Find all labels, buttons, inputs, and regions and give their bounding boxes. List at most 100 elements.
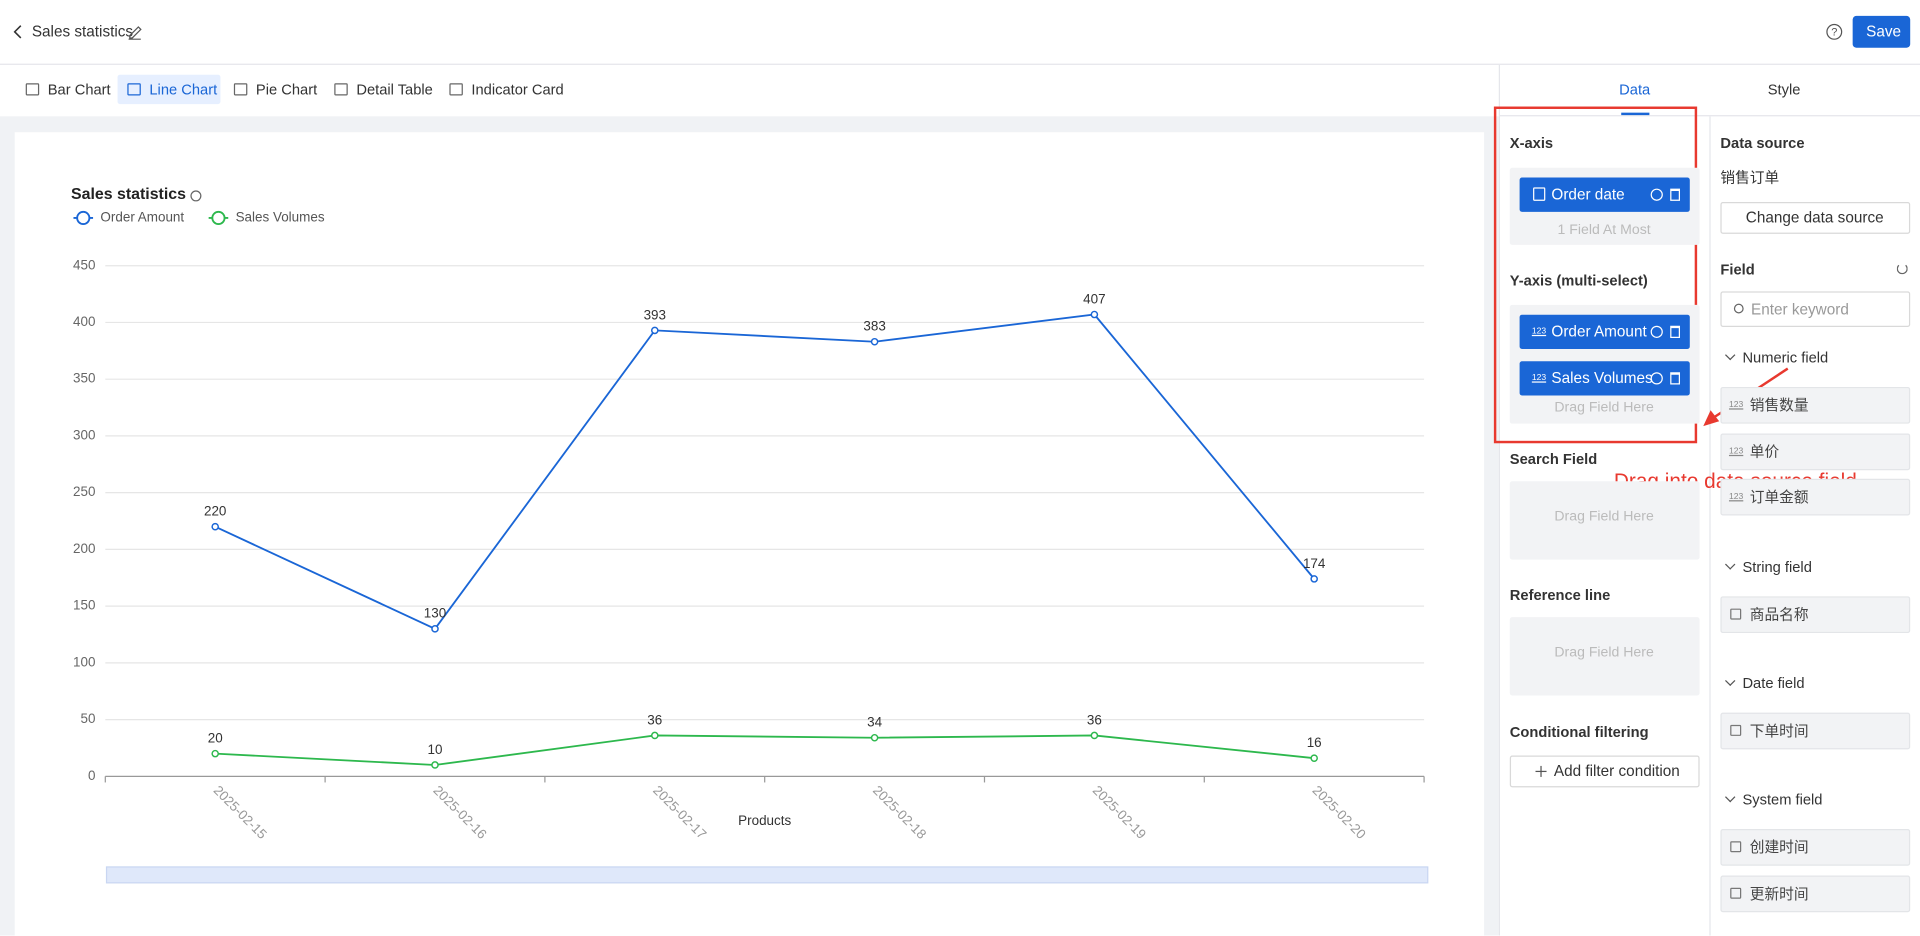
data-point	[651, 731, 659, 740]
panel-tab-border	[1500, 115, 1920, 117]
svg-text:?: ?	[1831, 26, 1837, 38]
field-item[interactable]	[1720, 478, 1911, 516]
y-tick-label: 250	[73, 484, 95, 499]
data-point	[870, 733, 879, 742]
save-label: Save	[1866, 22, 1902, 41]
y-tick-label: 300	[73, 427, 95, 442]
data-label: 393	[644, 307, 666, 322]
field-type-icon	[1730, 724, 1742, 736]
back-icon[interactable]	[11, 24, 26, 39]
data-label: 16	[1307, 735, 1322, 750]
zoom-slider	[105, 866, 1429, 884]
drop-zone	[1509, 481, 1700, 560]
chart: Sales statistics Order Amount Sales Volume…	[71, 186, 1429, 884]
data-label: 36	[1087, 712, 1102, 727]
section-title: Field	[1720, 260, 1755, 278]
data-point	[1310, 754, 1318, 762]
legend-label: Sales Volumes	[236, 210, 325, 225]
x-tick-label: 2025-02-15	[211, 783, 270, 842]
gear-icon	[1650, 188, 1663, 201]
y-tick-label: 50	[81, 711, 96, 726]
divider	[1709, 116, 1711, 936]
x-tick-label: 2025-02-16	[430, 783, 489, 842]
delete-icon	[1670, 325, 1681, 338]
button-label: Change data source	[1745, 209, 1884, 227]
active-tab[interactable]	[117, 74, 221, 105]
tab-label[interactable]: Indicator Card	[471, 80, 564, 98]
data-point	[431, 625, 439, 633]
highlight-box	[1493, 106, 1698, 444]
data-point	[870, 337, 879, 346]
section-title: Data source	[1720, 134, 1805, 152]
add-filter-button[interactable]	[1509, 755, 1700, 788]
field-item-label: 销售数量	[1749, 396, 1809, 414]
numeric-icon: 123	[1728, 401, 1744, 410]
tab-label[interactable]: Pie Chart	[255, 80, 318, 98]
numeric-icon: 123	[1531, 327, 1547, 337]
x-axis-label: Products	[738, 813, 791, 828]
tab-label[interactable]: Bar Chart	[47, 80, 111, 98]
active-tab-indicator	[1621, 112, 1650, 116]
panel-tab[interactable]: Style	[1767, 80, 1801, 98]
y-tick-label: 150	[73, 598, 95, 613]
save-button[interactable]	[1852, 15, 1911, 48]
section-title: Y-axis (multi-select)	[1509, 271, 1648, 289]
data-label: 10	[428, 742, 443, 757]
config-panel	[1498, 64, 1920, 936]
source-name: 销售订单	[1720, 168, 1780, 187]
numeric-icon: 123	[1728, 446, 1744, 456]
field-item[interactable]	[1720, 874, 1911, 912]
field-item[interactable]	[1720, 828, 1911, 866]
y-tick-label: 0	[88, 768, 95, 783]
legend-marker	[211, 210, 226, 226]
field-item[interactable]	[1720, 386, 1911, 424]
search-input[interactable]	[1720, 291, 1911, 327]
data-point	[651, 326, 659, 335]
data-label: 130	[424, 606, 446, 621]
tab-icon	[233, 83, 248, 96]
help-icon[interactable]: ?	[1826, 23, 1843, 40]
field-type-icon	[1730, 608, 1742, 620]
change-source-button[interactable]	[1720, 202, 1911, 234]
tab-label[interactable]: Detail Table	[356, 80, 433, 98]
data-label: 20	[208, 731, 223, 746]
tab-icon	[127, 83, 141, 96]
x-tick-label: 2025-02-17	[650, 783, 709, 842]
field-label: Sales Volumes	[1551, 369, 1653, 387]
group-title: Date field	[1742, 674, 1805, 692]
field-item[interactable]	[1720, 712, 1911, 750]
drop-hint: Drag Field Here	[1554, 400, 1654, 416]
data-label: 174	[1303, 556, 1326, 571]
panel-tab[interactable]: Data	[1619, 80, 1651, 98]
edit-icon[interactable]	[126, 23, 143, 40]
refresh-icon[interactable]	[1896, 263, 1908, 275]
field-item[interactable]	[1720, 596, 1911, 634]
data-point	[211, 522, 220, 531]
section-title: Reference line	[1509, 586, 1611, 604]
data-label: 220	[204, 504, 226, 519]
data-label: 36	[647, 712, 662, 727]
tab-icon	[449, 83, 463, 96]
field-label: Order Amount	[1551, 322, 1647, 341]
drop-hint: Drag Field Here	[1554, 509, 1654, 525]
field-item[interactable]	[1720, 432, 1911, 470]
placeholder: Enter keyword	[1751, 300, 1849, 319]
data-point	[1310, 575, 1318, 583]
field-item-label: 创建时间	[1749, 838, 1809, 856]
y-tick-label: 350	[73, 371, 95, 386]
series-line	[215, 734, 1315, 766]
tab-label[interactable]: Line Chart	[149, 80, 218, 98]
data-point	[1090, 731, 1099, 740]
date-icon	[1533, 187, 1546, 201]
legend-label: Order Amount	[100, 210, 184, 225]
series-line	[214, 313, 1315, 630]
data-point	[211, 749, 220, 758]
tab-icon	[25, 83, 40, 96]
section-title: X-axis	[1509, 134, 1554, 152]
section-title: Conditional filtering	[1509, 723, 1649, 741]
x-tick-label: 2025-02-19	[1090, 783, 1149, 842]
y-tick-label: 400	[73, 314, 95, 329]
drop-hint: Drag Field Here	[1554, 645, 1654, 661]
